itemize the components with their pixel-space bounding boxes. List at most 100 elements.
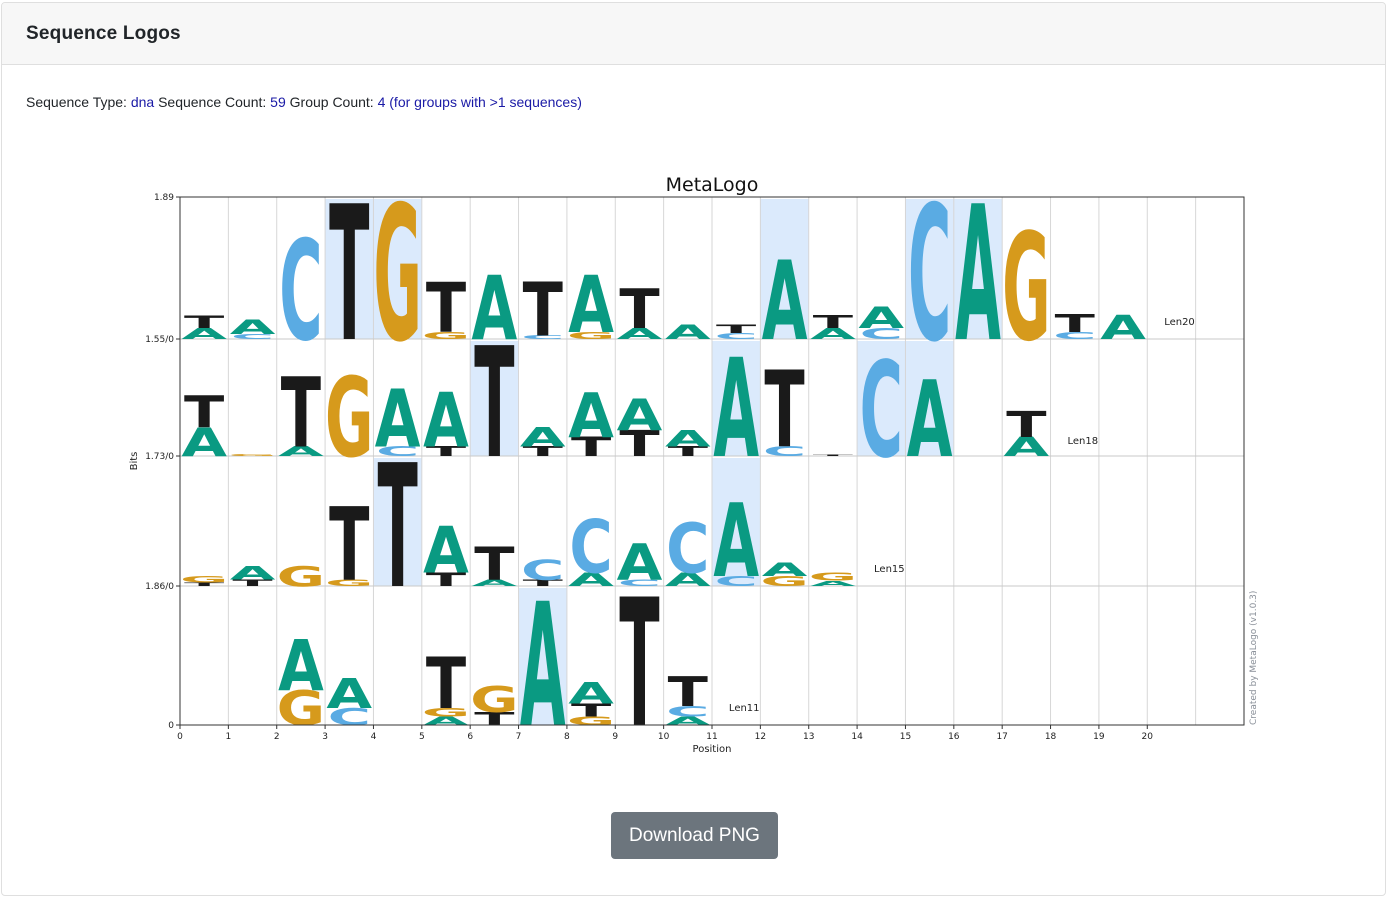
logo-letter-a: A bbox=[423, 378, 469, 465]
logo-letter-a: A bbox=[278, 444, 324, 459]
logo-letter-g: G bbox=[1002, 202, 1050, 374]
logo-letter-t: T bbox=[474, 316, 514, 493]
logo-letter-t: T bbox=[184, 582, 225, 587]
logo-letter-a: A bbox=[665, 569, 711, 590]
y-tick-label: 1.89 bbox=[154, 193, 174, 203]
logo-letter-t: T bbox=[426, 444, 466, 459]
logo-letter-a: A bbox=[423, 513, 469, 588]
logo-letter-g: G bbox=[325, 354, 373, 482]
x-tick-label: 16 bbox=[948, 732, 960, 742]
logo-letter-a: A bbox=[617, 391, 664, 442]
x-tick-label: 2 bbox=[274, 732, 280, 742]
x-tick-label: 5 bbox=[419, 732, 425, 742]
logo-letter-a: A bbox=[230, 563, 276, 584]
logo-letter-t: T bbox=[474, 538, 514, 591]
highlight-box bbox=[857, 341, 906, 456]
logo-letter-g: G bbox=[325, 578, 373, 589]
sequence-count-label: Sequence Count: bbox=[158, 94, 267, 110]
logo-letter-t: T bbox=[619, 278, 660, 341]
x-tick-label: 6 bbox=[467, 732, 473, 742]
logo-letter-a: A bbox=[568, 569, 614, 590]
logo-letter-g: G bbox=[422, 706, 470, 720]
logo-letter-c: C bbox=[715, 574, 758, 590]
highlight-box bbox=[905, 199, 954, 339]
logo-letter-g: G bbox=[180, 574, 228, 585]
logo-letter-a: A bbox=[665, 426, 711, 452]
page-title: Sequence Logos bbox=[26, 22, 181, 44]
highlight-box bbox=[712, 458, 761, 586]
group-label: Len15 bbox=[874, 564, 905, 575]
card-header: Sequence Logos bbox=[2, 3, 1385, 65]
highlight-box bbox=[760, 199, 809, 339]
metalogo-figure: A T C A C T G G T A C T G A A T A C T A A T C A C A G C T A Len20 A T G A T… bbox=[122, 163, 1272, 763]
logo-letter-c: C bbox=[860, 335, 903, 489]
logo-letter-a: A bbox=[810, 579, 856, 588]
logo-letter-a: A bbox=[713, 485, 759, 601]
logo-letter-c: C bbox=[618, 578, 661, 589]
logo-letter-a: A bbox=[665, 321, 711, 344]
logo-letter-a: A bbox=[568, 259, 614, 351]
logo-letter-a: A bbox=[762, 559, 808, 580]
highlight-box bbox=[470, 341, 519, 456]
logo-letter-t: T bbox=[474, 709, 515, 729]
sequence-type-label: Sequence Type: bbox=[26, 94, 127, 110]
logo-letter-t: T bbox=[813, 312, 854, 332]
logo-letter-a: A bbox=[1004, 432, 1050, 463]
x-tick-label: 0 bbox=[177, 732, 183, 742]
logo-letter-t: T bbox=[426, 644, 466, 725]
logo-letter-t: T bbox=[232, 578, 273, 589]
logo-letter-t: T bbox=[1055, 309, 1095, 338]
watermark-text: Created by MetaLogo (v1.0.3) bbox=[1249, 591, 1259, 725]
logo-letter-a: A bbox=[713, 330, 759, 488]
logo-letter-t: T bbox=[813, 454, 854, 456]
logo-letter-a: A bbox=[472, 257, 518, 361]
logo-letter-c: C bbox=[231, 333, 274, 341]
group-label: Len20 bbox=[1164, 317, 1195, 328]
logo-letter-a: A bbox=[326, 670, 372, 718]
x-axis-label: Position bbox=[693, 744, 732, 755]
logo-letter-t: T bbox=[764, 350, 804, 472]
logo-letter-t: T bbox=[571, 432, 611, 463]
logo-letter-a: A bbox=[858, 302, 904, 336]
logo-letter-c: C bbox=[328, 703, 371, 731]
logo-letter-c: C bbox=[569, 504, 612, 590]
logo-letter-g: G bbox=[809, 571, 857, 584]
x-tick-label: 4 bbox=[371, 732, 377, 742]
highlight-box bbox=[905, 341, 954, 456]
x-tick-label: 1 bbox=[225, 732, 231, 742]
logo-letter-c: C bbox=[666, 704, 709, 720]
logo-letter-a: A bbox=[955, 166, 1001, 383]
logo-letter-t: T bbox=[426, 569, 467, 590]
x-tick-label: 13 bbox=[803, 732, 814, 742]
group-label: Len11 bbox=[729, 703, 760, 714]
logo-letter-c: C bbox=[279, 212, 322, 373]
logo-letter-t: T bbox=[281, 357, 322, 469]
logo-letter-t: T bbox=[619, 424, 659, 465]
group-count-value: 4 (for groups with >1 sequences) bbox=[377, 94, 582, 110]
logo-letter-a: A bbox=[278, 627, 324, 708]
highlight-box bbox=[712, 341, 761, 456]
logo-letter-a: A bbox=[375, 374, 421, 466]
x-tick-label: 8 bbox=[564, 732, 570, 742]
logo-letter-t: T bbox=[1006, 405, 1046, 446]
sequence-stats: Sequence Type: dna Sequence Count: 59 Gr… bbox=[26, 94, 582, 110]
logo-letter-t: T bbox=[426, 268, 466, 349]
logo-letter-c: C bbox=[908, 166, 951, 383]
y-tick-label: 1.55/0 bbox=[145, 335, 174, 345]
logo-letter-g: G bbox=[373, 166, 421, 383]
logo-letter-t: T bbox=[378, 428, 418, 626]
logo-letter-a: A bbox=[1100, 310, 1146, 348]
logo-letter-t: T bbox=[329, 488, 369, 604]
logo-letter-t: T bbox=[523, 444, 563, 459]
logo-letter-a: A bbox=[810, 326, 857, 343]
logo-letter-a: A bbox=[520, 422, 566, 453]
logo-letter-c: C bbox=[376, 444, 419, 459]
logo-letter-a: A bbox=[181, 326, 228, 343]
logo-letter-c: C bbox=[666, 511, 709, 590]
x-tick-label: 3 bbox=[322, 732, 328, 742]
logo-letter-t: T bbox=[668, 444, 708, 459]
logo-letter-g: G bbox=[277, 560, 325, 592]
logo-letter-c: C bbox=[1053, 330, 1096, 341]
download-png-button[interactable]: Download PNG bbox=[611, 812, 778, 859]
